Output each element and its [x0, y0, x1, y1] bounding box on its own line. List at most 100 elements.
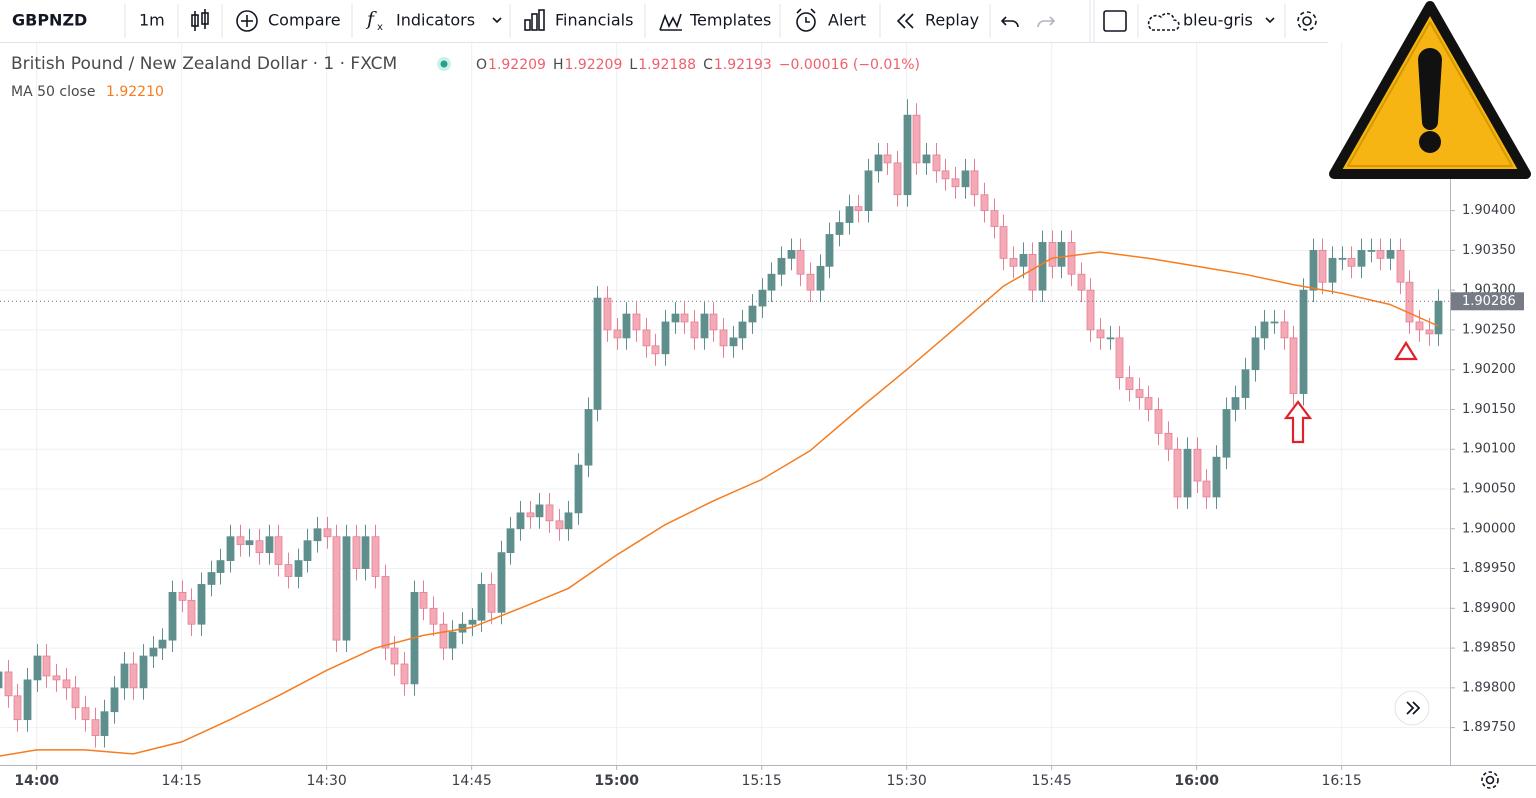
symbol-button[interactable]: GBPNZD — [12, 11, 87, 30]
scroll-to-realtime[interactable] — [1394, 690, 1430, 726]
fullscreen-button[interactable] — [1103, 10, 1127, 32]
candle-body — [332, 536, 341, 641]
y-tick-label: 1.89900 — [1462, 601, 1516, 616]
layout-dropdown[interactable] — [1265, 17, 1275, 24]
x-tick-label: 14:00 — [14, 773, 59, 789]
ohlc-label: C — [703, 57, 713, 73]
redo-button[interactable] — [1037, 16, 1056, 28]
x-tick-label: 16:00 — [1174, 773, 1219, 789]
up-arrow-drawing — [1283, 400, 1313, 444]
candle-body — [429, 607, 438, 625]
candle-body — [1154, 409, 1163, 434]
templates-button[interactable]: Templates — [689, 11, 771, 30]
candle-body — [1328, 257, 1337, 283]
indicators-icon[interactable]: f — [365, 8, 377, 30]
undo-button[interactable] — [1000, 16, 1019, 28]
candle-body — [1212, 456, 1221, 498]
compare-icon[interactable] — [236, 10, 258, 32]
y-tick-label: 1.90250 — [1462, 322, 1516, 337]
candle-body — [236, 536, 245, 546]
financials-icon[interactable] — [524, 9, 545, 31]
candle-body — [1309, 249, 1318, 291]
candle-body — [1183, 448, 1192, 498]
candle-body — [980, 194, 989, 212]
ohlc-value: 1.92209 — [564, 57, 622, 73]
warning-bar — [1418, 48, 1442, 130]
candle-body — [584, 409, 593, 466]
candle-body — [874, 154, 883, 172]
candle-body — [632, 313, 641, 331]
candle-body — [168, 592, 177, 641]
y-tick-label: 1.89800 — [1462, 680, 1516, 695]
candle-body — [1405, 281, 1414, 323]
alert-icon[interactable] — [796, 8, 816, 32]
candle-body — [62, 679, 71, 689]
candle-body — [1096, 329, 1105, 339]
candle-body — [661, 321, 670, 355]
scroll-icon[interactable] — [1406, 701, 1421, 715]
candle-body — [0, 671, 3, 689]
candle-body — [100, 711, 109, 736]
candle-body — [245, 540, 254, 546]
alert-button[interactable]: Alert — [828, 11, 866, 30]
candle-body — [758, 289, 767, 307]
candle-body — [1125, 377, 1134, 390]
candle-body — [651, 345, 660, 355]
candle-body — [207, 572, 216, 585]
y-tick-label: 1.90100 — [1462, 442, 1516, 457]
layout-button[interactable]: bleu-gris — [1183, 11, 1253, 30]
candle-body — [1338, 257, 1347, 260]
x-tick-label: 14:45 — [451, 773, 491, 789]
candle-body — [1231, 397, 1240, 410]
candle-body — [603, 297, 612, 331]
candle-body — [777, 257, 786, 275]
ma-line — [0, 251, 1439, 757]
y-tick-label: 1.89750 — [1462, 720, 1516, 735]
toolbar: GBPNZD 1m Compare f x Indicators Financi… — [0, 0, 1328, 43]
ohlc-label: H — [553, 57, 564, 73]
candle-body — [700, 313, 709, 339]
candle-body — [1115, 337, 1124, 379]
candle-body — [91, 719, 100, 736]
candle-body — [1135, 389, 1144, 398]
candle-body — [1260, 321, 1269, 339]
ohlc-value: 1.92209 — [488, 57, 546, 73]
indicators-dropdown[interactable] — [492, 17, 502, 24]
replay-icon[interactable] — [896, 13, 914, 29]
compare-button[interactable]: Compare — [268, 11, 341, 30]
y-tick-label: 1.90050 — [1462, 482, 1516, 497]
candle-body — [342, 536, 351, 641]
candle-body — [1028, 253, 1037, 291]
candle-body — [970, 170, 979, 196]
x-tick-label: 15:00 — [594, 773, 639, 789]
candle-body — [149, 647, 158, 657]
candle-body — [526, 512, 535, 518]
indicators-button[interactable]: Indicators — [396, 11, 475, 30]
financials-button[interactable]: Financials — [555, 11, 633, 30]
chart-style-button[interactable] — [191, 9, 209, 31]
candle-body — [545, 504, 554, 522]
candle-body — [767, 273, 776, 291]
candle-body — [1396, 249, 1405, 283]
candle-body — [313, 528, 322, 542]
candle-body — [1251, 337, 1260, 371]
interval-button[interactable]: 1m — [139, 11, 165, 30]
axis-settings[interactable] — [1481, 771, 1499, 789]
candle-body — [1106, 337, 1115, 340]
settings-button[interactable] — [1297, 11, 1317, 31]
replay-button[interactable]: Replay — [925, 11, 979, 30]
candle-body — [187, 599, 196, 625]
indicators-icon-sub[interactable]: x — [377, 22, 383, 33]
candle-body — [1019, 253, 1028, 267]
warning-dot — [1419, 131, 1441, 153]
layout-icon[interactable] — [1147, 12, 1180, 31]
candle-body — [1376, 249, 1385, 259]
candle-body — [671, 313, 680, 323]
candle-body — [129, 663, 138, 689]
candle-body — [419, 592, 428, 609]
templates-icon[interactable] — [659, 13, 682, 31]
triangle-drawing — [1394, 340, 1418, 361]
candle-body — [81, 707, 90, 721]
candle-body — [1193, 448, 1202, 482]
